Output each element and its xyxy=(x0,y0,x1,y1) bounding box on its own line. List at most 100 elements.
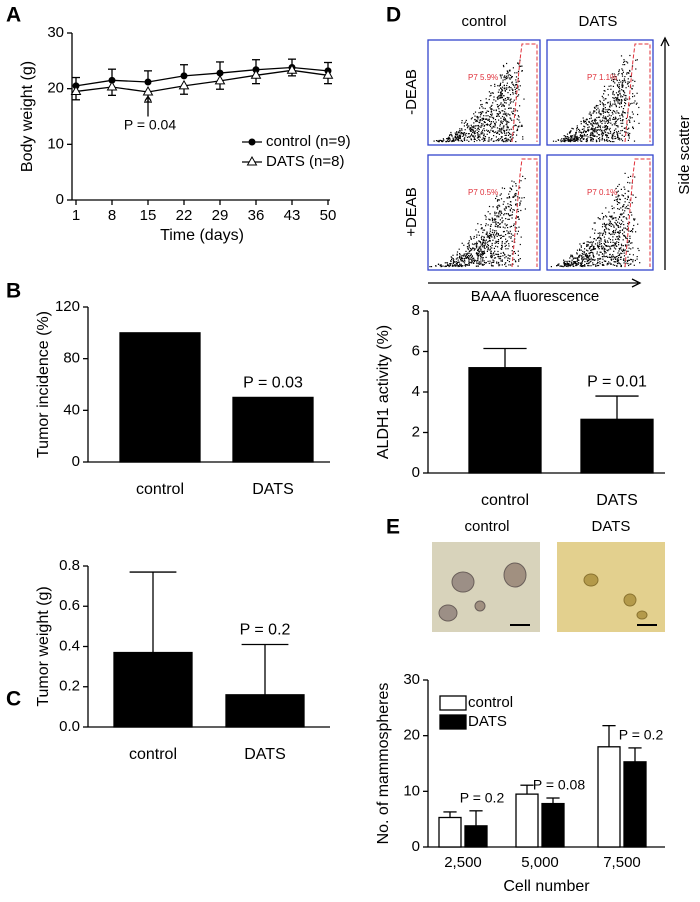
event-dot xyxy=(506,129,508,131)
event-dot xyxy=(494,250,496,252)
event-dot xyxy=(572,258,574,260)
event-dot xyxy=(598,264,600,267)
event-dot xyxy=(610,248,612,250)
event-dot xyxy=(452,254,454,256)
event-dot xyxy=(632,127,634,130)
event-dot xyxy=(498,85,500,87)
event-dot xyxy=(489,232,491,234)
event-dot xyxy=(617,218,620,220)
event-dot xyxy=(507,203,509,205)
event-dot xyxy=(589,118,591,120)
event-dot xyxy=(620,81,622,83)
event-dot xyxy=(565,264,567,266)
event-dot xyxy=(602,258,604,260)
event-dot xyxy=(498,119,500,121)
event-dot xyxy=(603,247,605,249)
event-dot xyxy=(497,106,499,108)
event-dot xyxy=(501,90,503,92)
event-dot xyxy=(575,261,577,263)
event-dot xyxy=(608,129,611,131)
event-dot xyxy=(518,126,520,128)
event-dot xyxy=(575,133,577,135)
event-dot xyxy=(612,232,614,234)
column-label: DATS xyxy=(579,13,618,30)
event-dot xyxy=(481,250,483,252)
event-dot xyxy=(602,117,604,119)
event-dot xyxy=(465,257,467,259)
event-dot xyxy=(616,125,618,127)
event-dot xyxy=(493,237,495,239)
event-dot xyxy=(613,233,615,235)
event-dot xyxy=(576,252,578,254)
event-dot xyxy=(487,130,490,132)
event-dot xyxy=(499,223,501,225)
event-dot xyxy=(515,204,517,206)
event-dot xyxy=(613,199,616,201)
event-dot xyxy=(498,139,500,141)
event-dot xyxy=(492,233,494,235)
event-dot xyxy=(491,217,493,219)
event-dot xyxy=(591,124,593,126)
event-dot xyxy=(495,136,497,138)
event-dot xyxy=(473,259,475,261)
event-dot xyxy=(476,125,478,127)
event-dot xyxy=(604,125,606,127)
event-dot xyxy=(614,96,616,99)
event-dot xyxy=(512,67,514,69)
event-dot xyxy=(489,228,491,230)
event-dot xyxy=(505,256,507,258)
event-dot xyxy=(605,252,607,254)
event-dot xyxy=(486,102,488,104)
event-dot xyxy=(608,256,610,258)
event-dot xyxy=(586,241,588,243)
event-dot xyxy=(495,233,498,235)
event-dot xyxy=(617,185,619,187)
event-dot xyxy=(613,80,615,82)
event-dot xyxy=(616,236,618,238)
event-dot xyxy=(622,250,624,252)
event-dot xyxy=(590,265,592,267)
event-dot xyxy=(496,104,498,106)
event-dot xyxy=(483,263,485,266)
event-dot xyxy=(515,124,517,127)
event-dot xyxy=(481,119,483,121)
event-dot xyxy=(607,137,610,139)
event-dot xyxy=(500,75,502,77)
event-dot xyxy=(603,90,605,92)
event-dot xyxy=(606,216,608,218)
event-dot xyxy=(516,233,518,235)
event-dot xyxy=(610,77,612,79)
event-dot xyxy=(506,82,508,84)
event-dot xyxy=(486,101,488,104)
annotation: P = 0.03 xyxy=(243,375,303,392)
event-dot xyxy=(503,116,505,118)
event-dot xyxy=(496,115,498,117)
event-dot xyxy=(464,265,467,267)
event-dot xyxy=(483,252,485,254)
event-dot xyxy=(617,238,619,240)
event-dot xyxy=(607,245,609,247)
event-dot xyxy=(507,138,509,140)
event-dot xyxy=(618,254,621,256)
event-dot xyxy=(601,122,603,125)
event-dot xyxy=(458,257,460,259)
event-dot xyxy=(613,118,615,120)
event-dot xyxy=(580,262,582,264)
event-dot xyxy=(621,129,624,132)
event-dot xyxy=(600,251,602,253)
event-dot xyxy=(629,116,631,118)
event-dot xyxy=(582,138,584,140)
event-dot xyxy=(497,239,500,241)
event-dot xyxy=(520,180,522,182)
event-dot xyxy=(624,244,627,246)
event-dot xyxy=(567,136,569,138)
legend-swatch xyxy=(439,695,467,711)
event-dot xyxy=(621,86,623,88)
event-dot xyxy=(602,115,605,117)
event-dot xyxy=(516,227,518,229)
event-dot xyxy=(611,141,613,143)
event-dot xyxy=(622,206,624,208)
event-dot xyxy=(613,226,615,228)
event-dot xyxy=(506,138,508,140)
event-dot xyxy=(602,108,604,110)
